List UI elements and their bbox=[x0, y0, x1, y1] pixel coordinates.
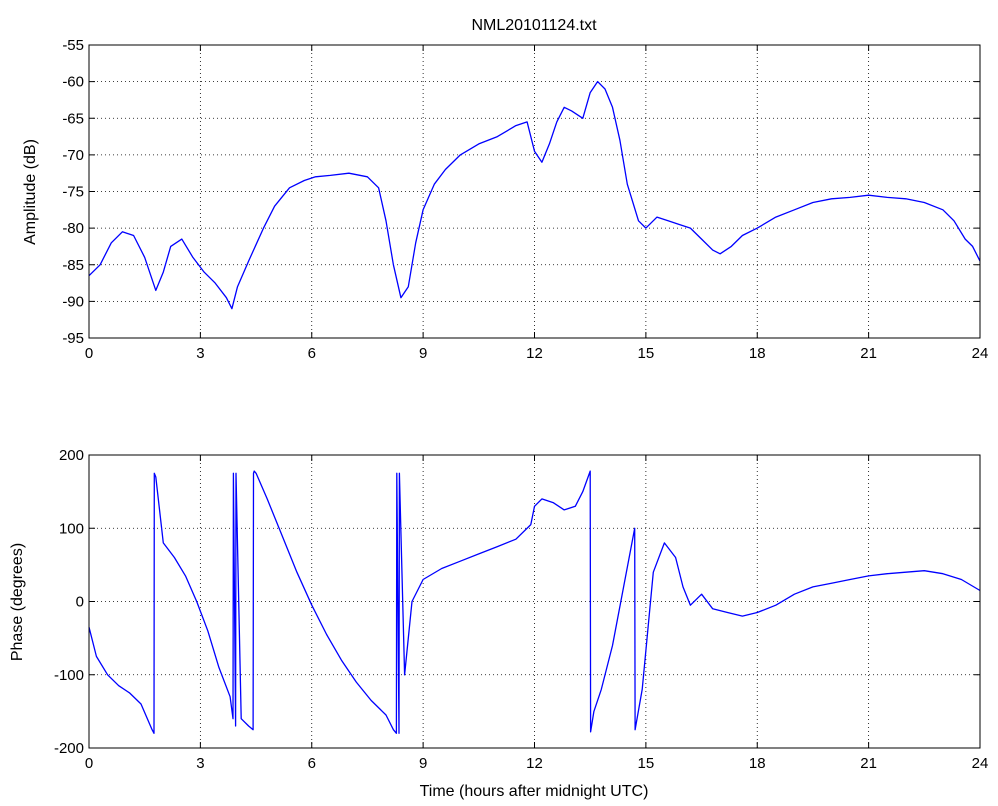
phase-y-tick-labels: 200 100 0 -100 -200 bbox=[54, 447, 84, 757]
amplitude-ticks bbox=[88, 44, 981, 339]
x-tick-label: 0 bbox=[85, 345, 93, 362]
y-tick-label: 200 bbox=[59, 447, 84, 464]
y-tick-label: -100 bbox=[54, 667, 84, 684]
y-tick-label: -70 bbox=[62, 147, 84, 164]
x-tick-label: 24 bbox=[972, 755, 989, 772]
x-tick-label: 21 bbox=[860, 755, 877, 772]
amplitude-subplot: NML20101124.txt 0 3 6 9 12 15 18 21 24 -55 -60 -65… bbox=[22, 17, 988, 362]
phase-subplot: 0 3 6 9 12 15 18 21 24 200 100 0 -100 -200 Phase (de… bbox=[9, 447, 988, 800]
phase-x-tick-labels: 0 3 6 9 12 15 18 21 24 bbox=[85, 755, 989, 772]
x-tick-label: 21 bbox=[860, 345, 877, 362]
amplitude-grid bbox=[89, 45, 980, 338]
x-tick-label: 12 bbox=[526, 345, 543, 362]
amplitude-x-tick-labels: 0 3 6 9 12 15 18 21 24 bbox=[85, 345, 989, 362]
x-tick-label: 9 bbox=[419, 345, 427, 362]
y-tick-label: -85 bbox=[62, 257, 84, 274]
x-tick-label: 18 bbox=[749, 755, 766, 772]
x-tick-label: 15 bbox=[638, 345, 655, 362]
y-tick-label: -60 bbox=[62, 74, 84, 91]
x-tick-label: 6 bbox=[308, 755, 316, 772]
amplitude-y-tick-labels: -55 -60 -65 -70 -75 -80 -85 -90 -95 bbox=[62, 37, 84, 347]
x-tick-label: 9 bbox=[419, 755, 427, 772]
phase-y-axis-label: Phase (degrees) bbox=[9, 543, 26, 661]
phase-ticks bbox=[88, 454, 981, 749]
phase-series-line bbox=[88, 470, 981, 734]
phase-axes-box bbox=[89, 455, 980, 748]
x-axis-label: Time (hours after midnight UTC) bbox=[420, 783, 649, 800]
x-tick-label: 24 bbox=[972, 345, 989, 362]
y-tick-label: -80 bbox=[62, 220, 84, 237]
x-tick-label: 18 bbox=[749, 345, 766, 362]
x-tick-label: 15 bbox=[638, 755, 655, 772]
x-tick-label: 6 bbox=[308, 345, 316, 362]
amplitude-axes-box bbox=[89, 45, 980, 338]
x-tick-label: 12 bbox=[526, 755, 543, 772]
y-tick-label: 0 bbox=[76, 594, 84, 611]
x-tick-label: 0 bbox=[85, 755, 93, 772]
y-tick-label: -90 bbox=[62, 293, 84, 310]
y-tick-label: -95 bbox=[62, 330, 84, 347]
amplitude-series-line bbox=[88, 80, 981, 310]
amplitude-y-axis-label: Amplitude (dB) bbox=[22, 139, 39, 245]
y-tick-label: -75 bbox=[62, 184, 84, 201]
y-tick-label: -65 bbox=[62, 110, 84, 127]
y-tick-label: 100 bbox=[59, 520, 84, 537]
x-tick-label: 3 bbox=[196, 755, 204, 772]
y-tick-label: -200 bbox=[54, 740, 84, 757]
y-tick-label: -55 bbox=[62, 37, 84, 54]
x-tick-label: 3 bbox=[196, 345, 204, 362]
chart-title: NML20101124.txt bbox=[471, 17, 597, 34]
